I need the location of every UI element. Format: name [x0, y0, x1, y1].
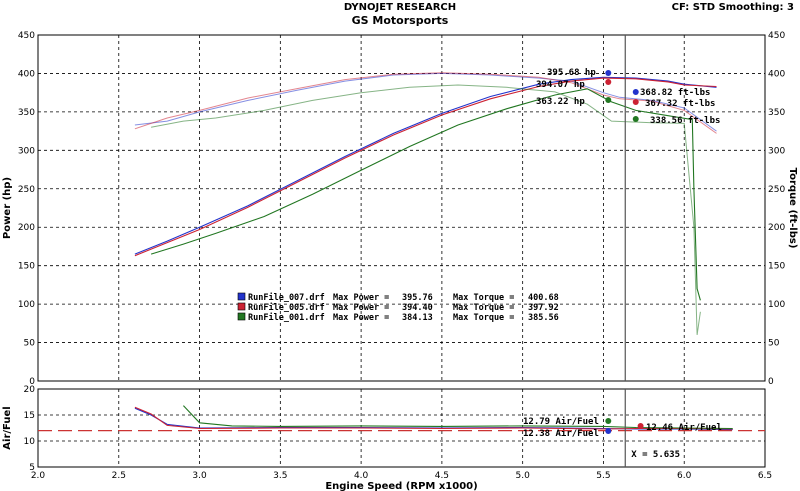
y-tick-label-power: 150	[18, 262, 35, 272]
y-tick-label-power: 400	[18, 69, 35, 79]
y-tick-label-torque: 0	[768, 377, 774, 387]
legend-torque-label: Max Torque =	[453, 293, 514, 303]
y-tick-label-power: 0	[29, 377, 35, 387]
cursor-annotation: 395.68 hp	[547, 68, 596, 78]
y-tick-label-torque: 350	[768, 108, 785, 118]
x-tick-label: 5.5	[596, 471, 610, 481]
y-tick-label-power: 200	[18, 223, 35, 233]
chart-title: DYNOJET RESEARCH	[343, 2, 457, 13]
y-tick-label-torque: 300	[768, 146, 785, 156]
x-tick-label: 4.5	[435, 471, 449, 481]
airfuel-plot-frame	[37, 388, 766, 468]
chart-subtitle: GS Motorsports	[351, 14, 449, 27]
legend-torque-label: Max Torque =	[453, 313, 514, 323]
y-tick-label-torque: 50	[768, 339, 780, 349]
x-tick-label: 2.0	[31, 471, 46, 481]
x-axis-label: Engine Speed (RPM x1000)	[325, 481, 477, 491]
cursor-annotation: 363.22 hp	[536, 97, 585, 107]
y-tick-label-torque: 150	[768, 262, 785, 272]
y-tick-label-torque: 250	[768, 185, 785, 195]
cursor-marker	[632, 89, 639, 95]
y-tick-label-power: 350	[18, 108, 35, 118]
cursor-marker	[605, 79, 612, 85]
x-tick-label: 3.5	[273, 471, 287, 481]
cursor-annotation: 338.56 ft-lbs	[650, 116, 720, 126]
y-tick-label-torque: 200	[768, 223, 785, 233]
power-line-series-1	[134, 76, 717, 255]
legend-power-label: Max Power =	[333, 303, 389, 313]
y-tick-label-power: 300	[18, 146, 35, 156]
main-plot-frame	[37, 34, 766, 382]
torque-line-series-3	[151, 84, 701, 335]
y-tick-label-power: 100	[18, 300, 35, 310]
y-tick-label-torque: 450	[768, 31, 785, 41]
legend-file: RunFile_007.drf	[248, 292, 325, 303]
x-tick-label: 5.0	[516, 471, 531, 481]
legend-swatch	[237, 312, 246, 321]
legend-max-torque: 397.92	[528, 303, 559, 313]
torque-line-series-1	[134, 72, 717, 132]
y-tick-label-airfuel: 5	[29, 463, 35, 473]
y-tick-label-power: 50	[24, 339, 36, 349]
legend-power-label: Max Power =	[333, 313, 389, 323]
y-tick-label-airfuel: 20	[24, 385, 36, 395]
cursor-readout: X = 5.635	[631, 450, 680, 460]
x-tick-label: 6.0	[677, 471, 692, 481]
cursor-marker	[632, 99, 639, 105]
legend-max-power: 394.40	[402, 303, 433, 313]
cursor-marker	[632, 116, 639, 122]
airfuel-line-series-2	[134, 406, 733, 430]
y-axis-label-power: Power (hp)	[2, 177, 13, 239]
legend-file: RunFile_005.drf	[248, 302, 325, 313]
cursor-marker	[605, 428, 612, 434]
power-line-series-3	[150, 88, 701, 301]
torque-line-series-2	[134, 72, 717, 134]
cursor-annotation: 12.38 Air/Fuel	[523, 428, 599, 439]
correction-smoothing-info: CF: STD Smoothing: 3	[671, 2, 794, 13]
legend-power-label: Max Power =	[333, 293, 389, 303]
x-tick-label: 6.5	[758, 471, 772, 481]
legend-max-torque: 385.56	[528, 313, 559, 323]
y-tick-label-airfuel: 10	[24, 437, 36, 447]
cursor-annotation: 12.79 Air/Fuel	[523, 416, 599, 427]
legend-swatch	[237, 292, 246, 301]
legend-swatch	[237, 302, 246, 311]
power-line-series-2	[134, 77, 717, 257]
cursor-marker	[637, 423, 644, 429]
y-tick-label-airfuel: 15	[24, 411, 35, 421]
legend-torque-label: Max Torque =	[453, 303, 514, 313]
y-axis-label-airfuel: Air/Fuel	[2, 406, 13, 449]
y-tick-label-power: 250	[18, 185, 35, 195]
legend-max-power: 384.13	[402, 313, 433, 323]
x-tick-label: 3.0	[192, 471, 207, 481]
cursor-annotation: 12.46 Air/Fuel	[646, 422, 722, 433]
airfuel-line-series-3	[182, 405, 733, 430]
cursor-marker	[605, 418, 612, 424]
cursor-annotation: 368.82 ft-lbs	[640, 88, 710, 98]
y-tick-label-torque: 400	[768, 69, 785, 79]
y-axis-label-torque: Torque (ft-lbs)	[787, 168, 798, 249]
x-tick-label: 4.0	[354, 471, 369, 481]
cursor-marker	[605, 70, 612, 76]
cursor-annotation: 367.32 ft-lbs	[645, 99, 715, 109]
legend-file: RunFile_001.drf	[248, 312, 325, 323]
legend-max-torque: 400.68	[528, 293, 559, 303]
y-tick-label-power: 450	[18, 31, 35, 41]
legend-max-power: 395.76	[402, 293, 433, 303]
cursor-marker	[605, 97, 612, 103]
cursor-annotation: 394.07 hp	[536, 80, 585, 90]
y-tick-label-torque: 100	[768, 300, 785, 310]
x-tick-label: 2.5	[112, 471, 126, 481]
